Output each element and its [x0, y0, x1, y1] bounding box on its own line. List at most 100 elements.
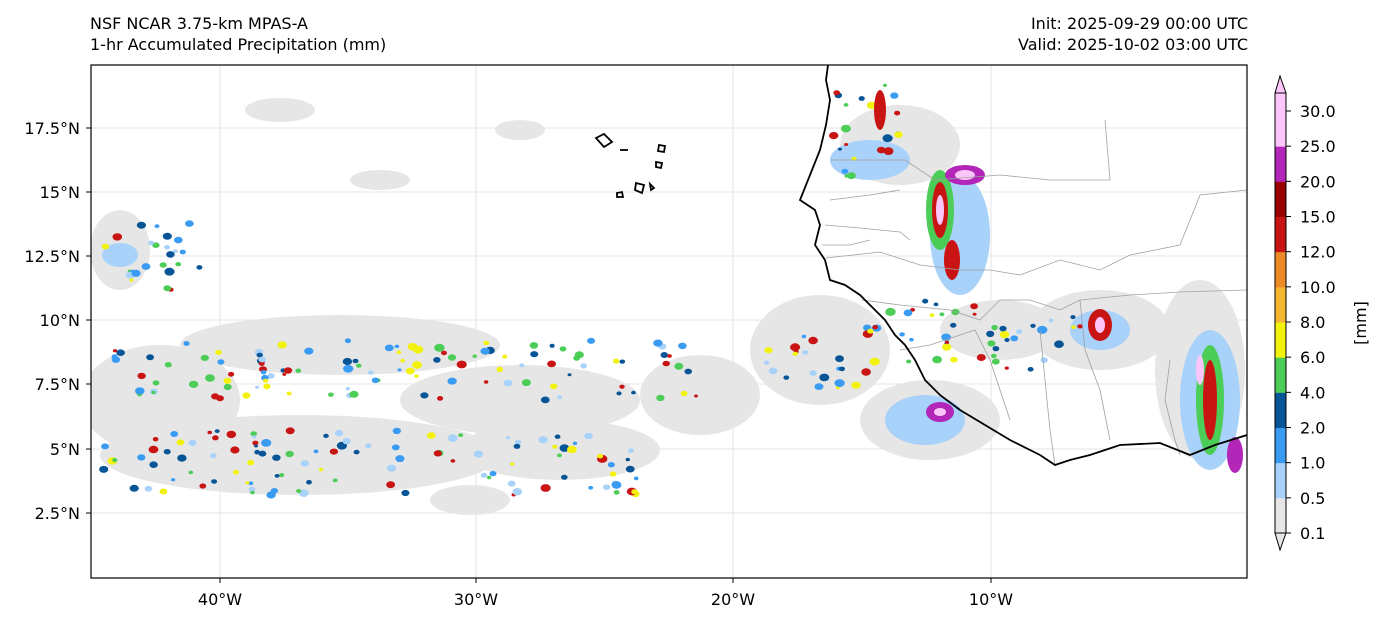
precip-cell [631, 489, 638, 495]
colorbar-frame [1274, 92, 1287, 534]
precip-cell [903, 309, 913, 317]
precip-cell [550, 383, 558, 390]
precip-cell [840, 124, 851, 133]
colorbar-tick-label: 1.0 [1300, 454, 1325, 473]
precip-cell [841, 168, 849, 174]
precip-cell [834, 379, 845, 387]
precip-cell [209, 453, 217, 459]
precip-cell [420, 392, 429, 399]
precip-cell [228, 371, 235, 377]
precip-cell [255, 385, 260, 389]
precip-cell [211, 479, 218, 484]
precip-cell [245, 481, 250, 485]
lat-tick-label: 10°N [40, 311, 80, 330]
colorbar-tick-label: 30.0 [1300, 102, 1336, 121]
precip-cell [164, 267, 175, 276]
precip-cell [277, 341, 287, 349]
precip-cell [256, 352, 263, 358]
precip-cell [808, 336, 818, 345]
precip-cell [258, 450, 267, 457]
precip-cell [434, 343, 445, 352]
precip-cell [395, 455, 405, 463]
precip-cell [662, 360, 670, 367]
precip-cell [833, 90, 840, 96]
precip-cell [151, 390, 156, 395]
precip-cell [214, 429, 220, 433]
precip-cell [183, 341, 190, 346]
precip-cell [313, 449, 319, 454]
precip-cell [263, 383, 271, 390]
precip-cell [473, 450, 483, 458]
precip-cell [272, 454, 281, 461]
precip-cell [572, 441, 578, 445]
precip-cell [188, 380, 199, 388]
precip-cell [318, 467, 324, 472]
precip-cell [790, 343, 801, 352]
precip-cell [172, 249, 178, 254]
precip-cell [619, 384, 625, 389]
precip-cell [489, 470, 497, 477]
precip-cell [858, 96, 865, 101]
precip-cell [839, 366, 845, 372]
precip-cell [1070, 315, 1076, 320]
precip-cell [304, 347, 314, 355]
colorbar-swatch [1275, 427, 1286, 464]
precip-cell [450, 459, 456, 463]
precip-cell [694, 394, 698, 398]
precip-cell [861, 368, 871, 376]
precip-cell [625, 465, 635, 473]
precip-cell [252, 435, 257, 439]
precip-cell [163, 449, 171, 455]
precip-cell [890, 92, 899, 99]
precip-cell [188, 439, 197, 446]
precip-cell [162, 232, 172, 240]
precip-cell [447, 434, 458, 443]
precip-cell [328, 392, 334, 397]
precip-cell [285, 427, 295, 435]
precip-cell [521, 379, 531, 387]
lat-tick-label: 5°N [50, 440, 80, 459]
precip-cell [135, 387, 145, 395]
precip-cell [352, 358, 359, 364]
precip-cell [680, 390, 688, 397]
colorbar-tick-label: 4.0 [1300, 383, 1325, 402]
precip-cell [529, 342, 539, 349]
precip-cell [437, 396, 444, 401]
precip-cell [764, 360, 770, 365]
precip-cell [270, 488, 279, 494]
precip-cell [1077, 324, 1083, 329]
precip-cell [131, 269, 141, 277]
precip-cell [876, 146, 886, 154]
precip-cell [987, 340, 996, 347]
precip-cell [427, 432, 436, 439]
lon-tick-marks [219, 578, 992, 583]
precip-cell [226, 430, 237, 439]
precip-cell [584, 432, 593, 440]
colorbar-label: [mm] [1351, 301, 1370, 345]
precip-cell [1027, 367, 1034, 372]
precip-cell [660, 352, 669, 358]
precip-cell [386, 464, 397, 472]
precip-cell [334, 429, 344, 437]
precip-cell [573, 355, 580, 361]
precip-cell [992, 346, 1000, 352]
precip-cell [136, 221, 146, 229]
precip-cell [260, 370, 267, 375]
precip-cell [196, 265, 203, 270]
precip-cell [250, 490, 255, 495]
precip-cell [396, 350, 402, 355]
colorbar-tick-label: 10.0 [1300, 278, 1336, 297]
precip-cell [835, 355, 844, 363]
precip-cell [101, 443, 109, 450]
init-time: Init: 2025-09-29 00:00 UTC [1030, 14, 1248, 33]
precip-cell [480, 472, 488, 478]
precip-cell [216, 395, 224, 402]
precip-cell [502, 354, 508, 359]
title-left: NSF NCAR 3.75-km MPAS-A 1-hr Accumulated… [90, 13, 386, 55]
precip-cell [258, 356, 267, 363]
precip-cell [154, 224, 160, 229]
precip-cell [933, 302, 939, 307]
lon-tick-label: 10°W [969, 590, 1013, 609]
precip-cell [149, 461, 158, 469]
